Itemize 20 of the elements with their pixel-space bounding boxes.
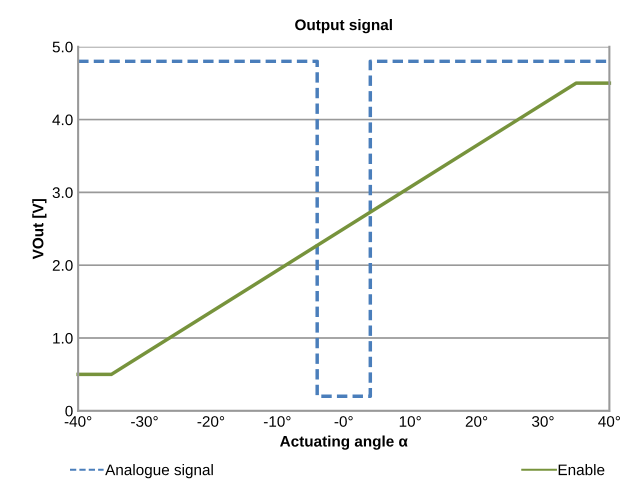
x-tick-label: 40° [598,416,620,427]
x-tick-label: -10° [264,416,291,427]
y-axis-title: VOut [V] [32,199,46,260]
x-tick-label: 10° [400,416,421,427]
y-tick-label: 0 [65,406,73,417]
x-tick-label: -20° [198,416,224,427]
legend-label: Analogue signal [105,464,213,478]
x-axis-title: Actuating angle α [280,435,408,450]
legend-label: Enable [558,464,604,476]
y-tick-label: 5.0 [52,42,73,52]
x-tick-label: -30° [131,416,158,427]
y-tick-label: 1.0 [53,332,73,344]
y-tick-label: 3.0 [52,187,73,198]
y-tick-label: 4.0 [52,114,73,126]
x-tick-label: -40° [64,416,92,427]
y-tick-label: 2.0 [52,260,73,271]
chart-title: Output signal [295,19,392,34]
x-tick-label: 20° [466,416,488,427]
x-tick-label: 30° [532,416,554,427]
x-tick-label: -0° [334,416,353,427]
